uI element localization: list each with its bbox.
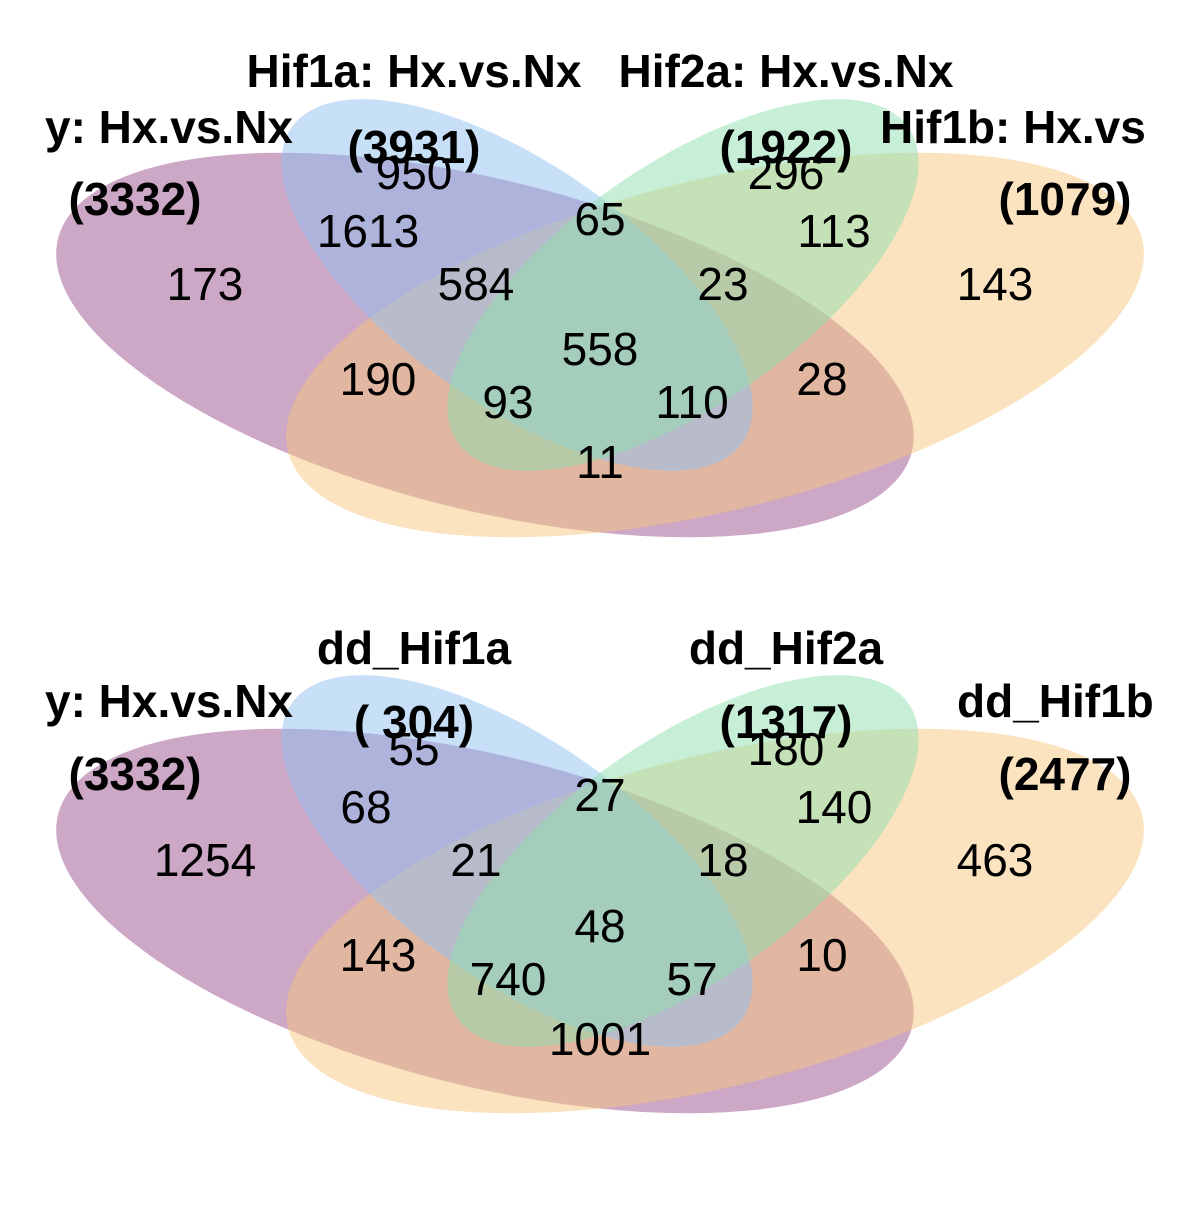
region-count-d: 143 bbox=[957, 258, 1034, 310]
region-count-a: 1254 bbox=[154, 834, 256, 886]
set-total-b: ( 304) bbox=[354, 696, 474, 748]
venn-ellipses bbox=[56, 675, 1144, 1114]
region-count-ab: 68 bbox=[340, 781, 391, 833]
set-label-c: dd_Hif2a bbox=[689, 622, 884, 674]
set-label-d: dd_Hif1b bbox=[957, 675, 1154, 727]
ellipse-set-c bbox=[447, 675, 919, 1047]
region-count-abc: 21 bbox=[450, 834, 501, 886]
region-count-c: 296 bbox=[748, 147, 825, 199]
region-count-ab: 1613 bbox=[317, 205, 419, 257]
region-count-bd: 10 bbox=[796, 929, 847, 981]
region-count-abd: 110 bbox=[655, 376, 728, 428]
region-count-ac: 190 bbox=[340, 353, 417, 405]
set-total-d: (1079) bbox=[999, 173, 1132, 225]
ellipse-set-c bbox=[447, 99, 919, 471]
region-count-c: 180 bbox=[748, 723, 825, 775]
set-label-b: dd_Hif1a bbox=[317, 622, 512, 674]
region-count-cd: 140 bbox=[796, 781, 873, 833]
region-count-ad: 1001 bbox=[549, 1013, 651, 1065]
region-count-bcd: 23 bbox=[697, 258, 748, 310]
set-total-a: (3332) bbox=[69, 748, 202, 800]
region-count-a: 173 bbox=[167, 258, 244, 310]
region-count-acd: 740 bbox=[470, 953, 547, 1005]
venn-panel-2: y: Hx.vs.Nx (3332) dd_Hif1a ( 304) dd_Hi… bbox=[45, 622, 1154, 1114]
region-count-bd: 28 bbox=[796, 353, 847, 405]
venn-panel-1: y: Hx.vs.Nx (3332) Hif1a: Hx.vs.Nx (3931… bbox=[45, 45, 1146, 538]
region-count-cd: 113 bbox=[797, 205, 870, 257]
set-label-b: Hif1a: Hx.vs.Nx bbox=[247, 45, 582, 97]
region-count-b: 950 bbox=[376, 147, 453, 199]
region-count-ac: 143 bbox=[340, 929, 417, 981]
region-count-abcd: 48 bbox=[574, 900, 625, 952]
region-count-b: 55 bbox=[388, 723, 439, 775]
region-count-bc: 65 bbox=[574, 193, 625, 245]
region-count-bc: 27 bbox=[574, 769, 625, 821]
set-total-c: (1922) bbox=[720, 121, 853, 173]
region-count-ad: 11 bbox=[576, 436, 624, 488]
region-count-abd: 57 bbox=[666, 953, 717, 1005]
set-label-a: y: Hx.vs.Nx bbox=[45, 675, 293, 727]
set-total-b: (3931) bbox=[348, 121, 481, 173]
region-count-acd: 93 bbox=[482, 376, 533, 428]
region-count-d: 463 bbox=[957, 834, 1034, 886]
set-label-c: Hif2a: Hx.vs.Nx bbox=[619, 45, 954, 97]
set-total-d: (2477) bbox=[999, 748, 1132, 800]
set-total-a: (3332) bbox=[69, 173, 202, 225]
set-label-a: y: Hx.vs.Nx bbox=[45, 101, 293, 153]
set-label-d: Hif1b: Hx.vs bbox=[880, 101, 1146, 153]
set-total-c: (1317) bbox=[720, 696, 853, 748]
region-count-abc: 584 bbox=[438, 258, 515, 310]
region-count-bcd: 18 bbox=[697, 834, 748, 886]
region-count-abcd: 558 bbox=[562, 323, 639, 375]
venn-ellipses bbox=[56, 99, 1144, 538]
